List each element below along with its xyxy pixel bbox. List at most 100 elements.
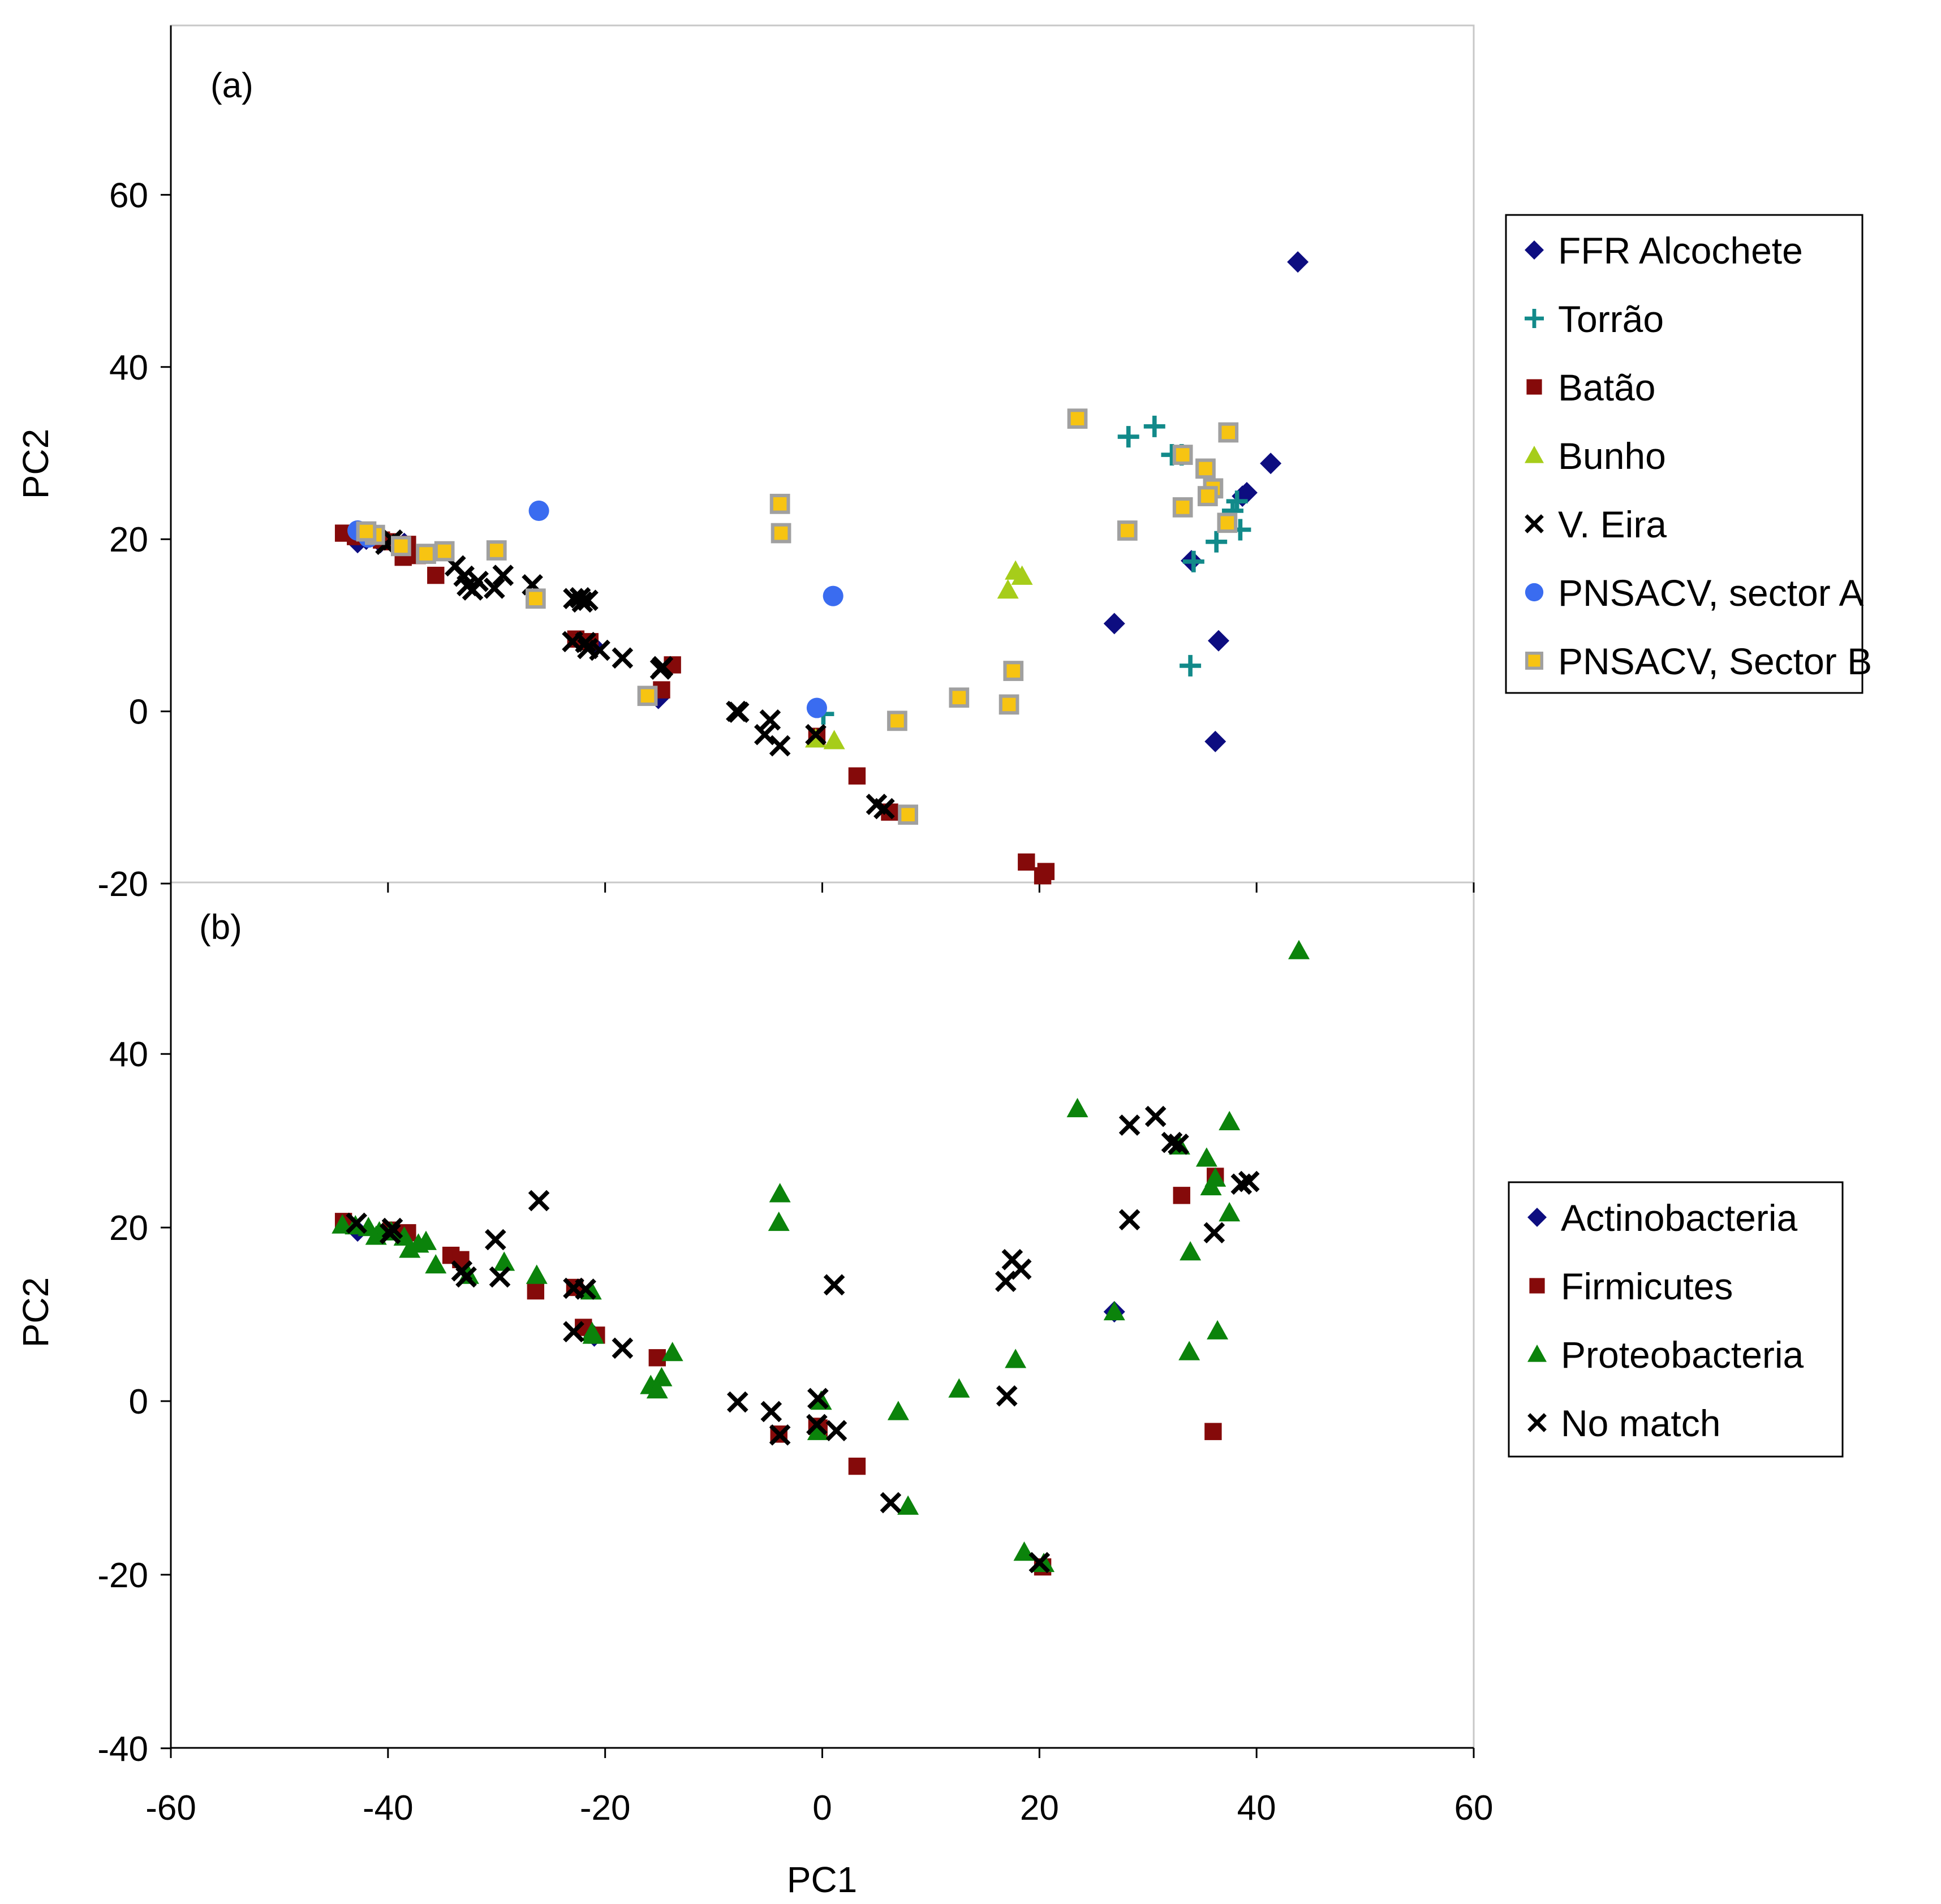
legend-label-proteobacteria: Proteobacteria — [1561, 1334, 1804, 1376]
point-proteobacteria — [1219, 1110, 1241, 1131]
point-ffr-alcochete — [1103, 613, 1125, 635]
point-pnsacv-sector-b — [1218, 422, 1239, 443]
point-proteobacteria — [1033, 1552, 1055, 1573]
y-tick-label: -40 — [97, 1730, 148, 1769]
point-bat-o — [1018, 853, 1035, 871]
panel-a-ylabel: PC2 — [15, 429, 56, 499]
point-no-match — [451, 1260, 473, 1282]
point-ffr-alcochete — [1287, 251, 1309, 273]
y-tick-label: 0 — [129, 693, 148, 732]
point-pnsacv-sector-b — [416, 544, 436, 564]
legend-marker-ffr-alcochete — [1525, 240, 1544, 260]
panel-b-ylabel: PC2 — [15, 1277, 56, 1348]
point-v-eira — [571, 591, 593, 613]
point-proteobacteria — [399, 1238, 421, 1258]
point-pnsacv-sector-a — [528, 500, 549, 522]
point-firmicutes — [848, 1457, 866, 1475]
point-proteobacteria — [1103, 1300, 1125, 1321]
x-tick-label: 40 — [1237, 1789, 1276, 1828]
point-pnsacv-sector-b — [1195, 458, 1216, 479]
legend-marker-pnsacv-sector-b — [1525, 652, 1543, 670]
point-v-eira — [759, 709, 781, 731]
x-tick-label: -60 — [145, 1789, 196, 1828]
point-pnsacv-sector-b — [1197, 486, 1218, 506]
point-proteobacteria — [332, 1214, 354, 1234]
point-v-eira — [873, 798, 895, 820]
legend-box-panel-a — [1505, 214, 1863, 694]
y-tick-label: 40 — [109, 348, 148, 387]
x-tick-label: 0 — [812, 1789, 832, 1828]
legend-marker-actinobacteria — [1527, 1208, 1547, 1227]
point-bat-o — [427, 566, 445, 584]
point-pnsacv-sector-b — [637, 686, 658, 707]
point-pnsacv-sector-b — [1172, 497, 1193, 518]
point-pnsacv-sector-b — [1117, 520, 1138, 541]
point-no-match — [1118, 1209, 1141, 1231]
point-no-match — [726, 1391, 748, 1413]
point-no-match — [1161, 1131, 1183, 1153]
point-proteobacteria — [1066, 1097, 1088, 1118]
point-proteobacteria — [1219, 1202, 1241, 1222]
point-no-match — [528, 1190, 550, 1212]
point-no-match — [995, 1270, 1017, 1293]
point-torr-o — [1206, 531, 1228, 553]
legend-label-bat-o: Batão — [1558, 367, 1655, 408]
legend-label-firmicutes: Firmicutes — [1561, 1265, 1733, 1307]
legend-box-panel-b — [1508, 1181, 1844, 1458]
point-no-match — [1144, 1105, 1167, 1127]
point-no-match — [575, 1278, 596, 1300]
point-proteobacteria — [948, 1378, 970, 1398]
point-firmicutes — [1204, 1423, 1222, 1440]
point-no-match — [807, 1388, 829, 1410]
point-pnsacv-sector-b — [949, 687, 970, 708]
point-no-match — [760, 1401, 782, 1423]
point-pnsacv-sector-b — [434, 541, 455, 562]
point-v-eira — [769, 735, 791, 757]
point-torr-o — [1182, 550, 1204, 572]
point-pnsacv-sector-b — [486, 540, 507, 561]
x-tick-label: -40 — [363, 1789, 414, 1828]
point-no-match — [563, 1321, 584, 1343]
point-proteobacteria — [582, 1324, 604, 1344]
y-tick-label: 40 — [109, 1035, 148, 1074]
point-proteobacteria — [526, 1264, 548, 1284]
point-no-match — [1028, 1552, 1051, 1574]
point-no-match — [825, 1420, 847, 1442]
point-ffr-alcochete — [1207, 630, 1229, 652]
point-firmicutes — [1173, 1187, 1190, 1204]
point-bat-o — [848, 767, 866, 785]
point-pnsacv-sector-b — [391, 536, 411, 557]
point-pnsacv-sector-b — [1217, 512, 1238, 533]
point-v-eira — [805, 723, 827, 746]
point-proteobacteria — [493, 1251, 515, 1271]
point-v-eira — [589, 639, 610, 661]
point-pnsacv-sector-b — [1003, 661, 1024, 681]
point-proteobacteria — [1180, 1241, 1202, 1261]
legend-marker-pnsacv-sector-a — [1525, 583, 1544, 602]
point-pnsacv-sector-b — [769, 493, 790, 514]
point-v-eira — [726, 700, 747, 722]
point-pnsacv-sector-b — [525, 588, 546, 609]
point-pnsacv-sector-b — [887, 710, 907, 731]
legend-label-pnsacv-sector-a: PNSACV, sector A — [1558, 572, 1863, 614]
point-torr-o — [1226, 490, 1248, 512]
point-no-match — [769, 1424, 791, 1446]
point-pnsacv-sector-b — [999, 694, 1019, 715]
panel-b-label: (b) — [199, 908, 242, 947]
legend-marker-bat-o — [1526, 379, 1542, 395]
point-pnsacv-sector-a — [806, 697, 827, 718]
legend-label-pnsacv-sector-b: PNSACV, Sector B — [1558, 640, 1872, 682]
y-tick-label: -20 — [97, 865, 148, 904]
point-no-match — [996, 1385, 1018, 1407]
point-proteobacteria — [1178, 1341, 1200, 1360]
point-v-eira — [612, 647, 634, 669]
point-v-eira — [575, 632, 596, 653]
point-no-match — [1118, 1114, 1141, 1136]
point-no-match — [1203, 1222, 1225, 1244]
point-no-match — [612, 1337, 634, 1359]
x-axis-label: PC1 — [787, 1859, 858, 1900]
point-v-eira — [492, 565, 514, 586]
point-ffr-alcochete — [1260, 453, 1282, 475]
